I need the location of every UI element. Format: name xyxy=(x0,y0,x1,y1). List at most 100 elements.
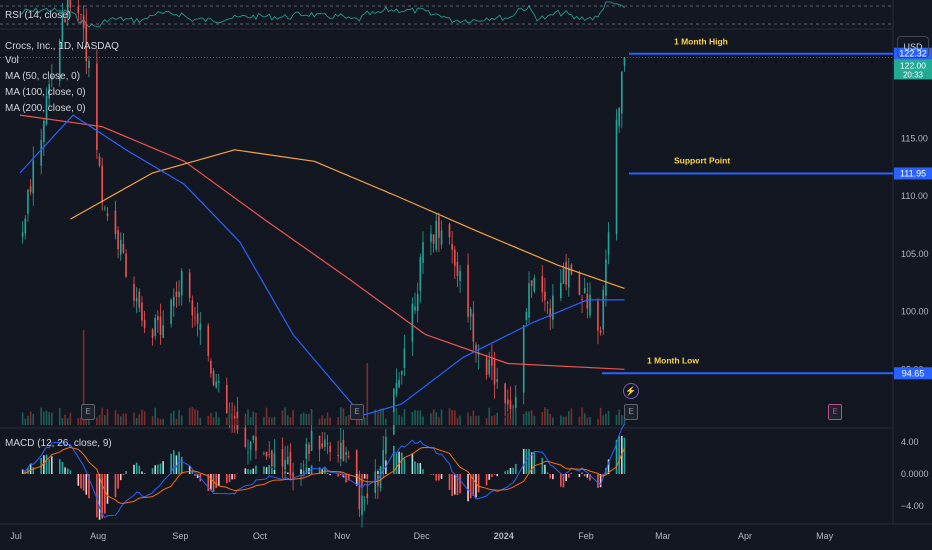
ma200-indicator-label[interactable]: MA (200, close, 0) xyxy=(5,103,86,114)
volume-bar xyxy=(244,416,247,425)
macd-histogram-bar xyxy=(284,471,286,474)
macd-histogram-bar xyxy=(395,452,398,474)
candle xyxy=(355,449,358,481)
candle xyxy=(533,277,536,292)
volume-bar xyxy=(565,416,567,425)
macd-histogram-bar xyxy=(308,467,310,474)
ma100-line xyxy=(70,149,625,289)
candle xyxy=(451,243,453,250)
volume-indicator-label[interactable]: Vol xyxy=(5,55,19,66)
volume-bar xyxy=(533,415,536,425)
volume-bar xyxy=(491,416,493,425)
macd-signal-line xyxy=(22,446,625,504)
volume-bar xyxy=(374,409,377,425)
candle xyxy=(249,442,252,450)
macd-histogram-bar xyxy=(196,474,199,479)
macd-histogram-bar xyxy=(154,465,157,474)
candle xyxy=(432,234,435,244)
candle xyxy=(528,283,530,318)
earnings-icon[interactable]: E xyxy=(624,404,638,420)
candle xyxy=(252,435,255,440)
macd-histogram-bar xyxy=(249,469,252,474)
volume-bar xyxy=(432,409,435,425)
candle xyxy=(29,186,32,192)
ma50-indicator-label[interactable]: MA (50, close, 0) xyxy=(5,71,81,82)
candle xyxy=(366,493,369,499)
volume-bar xyxy=(326,412,329,425)
macd-histogram-bar xyxy=(265,467,268,474)
candle xyxy=(247,452,249,453)
candle xyxy=(122,243,125,253)
volume-bar xyxy=(546,409,549,425)
volume-bar xyxy=(247,409,249,425)
candle xyxy=(175,291,178,298)
macd-histogram-bar xyxy=(210,474,212,491)
volume-bar xyxy=(231,410,233,425)
candle xyxy=(170,299,172,324)
volume-bar xyxy=(552,417,554,425)
candle xyxy=(618,107,620,127)
volume-bar xyxy=(135,417,138,425)
candle xyxy=(496,379,499,382)
macd-histogram-bar xyxy=(456,474,459,496)
candle xyxy=(233,416,236,419)
candle xyxy=(491,356,493,366)
volume-bar xyxy=(302,412,305,425)
earnings-icon[interactable]: E xyxy=(828,404,842,420)
candle xyxy=(347,456,350,457)
macd-histogram-bar xyxy=(528,449,530,474)
candle xyxy=(453,249,456,266)
candle xyxy=(374,471,377,494)
price-tick-label: 105.00 xyxy=(901,249,929,259)
time-tick-label: Feb xyxy=(578,531,594,541)
volume-bar xyxy=(159,418,162,425)
macd-histogram-bar xyxy=(104,474,106,514)
volume-bar xyxy=(459,415,461,425)
macd-histogram-bar xyxy=(69,470,72,474)
candle xyxy=(265,451,268,457)
volume-bar xyxy=(345,416,347,425)
macd-histogram-bar xyxy=(212,474,215,492)
level-label: 1 Month High xyxy=(674,37,728,47)
macd-histogram-bar xyxy=(398,451,400,474)
macd-histogram-bar xyxy=(491,474,493,477)
volume-bar xyxy=(236,418,239,425)
volume-bar xyxy=(263,416,265,425)
macd-histogram-bar xyxy=(310,465,313,474)
volume-bar xyxy=(589,416,591,425)
macd-histogram-bar xyxy=(602,474,605,477)
volume-bar xyxy=(475,415,477,425)
candle xyxy=(522,325,525,393)
rsi-line xyxy=(19,1,625,28)
candle xyxy=(263,453,265,454)
macd-histogram-bar xyxy=(117,474,119,489)
macd-histogram-bar xyxy=(244,468,247,474)
candle xyxy=(459,270,461,281)
macd-histogram-bar xyxy=(292,472,294,474)
level-price-tag: 94.65 xyxy=(902,368,925,378)
candle xyxy=(414,306,416,311)
volume-bar xyxy=(273,416,276,425)
volume-bar xyxy=(191,407,194,425)
candle xyxy=(58,40,61,82)
lightning-icon[interactable]: ⚡ xyxy=(623,383,639,399)
symbol-title[interactable]: Crocs, Inc., 1D, NASDAQ xyxy=(5,41,119,52)
macd-histogram-bar xyxy=(141,471,143,474)
candle xyxy=(43,120,45,143)
macd-histogram-bar xyxy=(268,465,271,474)
volume-bar xyxy=(435,411,438,425)
macd-histogram-bar xyxy=(533,452,536,474)
ma100-indicator-label[interactable]: MA (100, close, 0) xyxy=(5,87,86,98)
volume-bar xyxy=(289,417,292,425)
currency-button[interactable]: USD xyxy=(897,36,929,58)
earnings-icon[interactable]: E xyxy=(81,404,95,420)
candle xyxy=(180,270,183,296)
price-tick-label: 100.00 xyxy=(901,307,929,317)
candle xyxy=(82,15,85,29)
candle xyxy=(24,218,27,234)
earnings-icon[interactable]: E xyxy=(350,404,364,420)
candle xyxy=(504,383,506,404)
volume-bar xyxy=(422,416,424,425)
volume-bar xyxy=(358,416,361,425)
